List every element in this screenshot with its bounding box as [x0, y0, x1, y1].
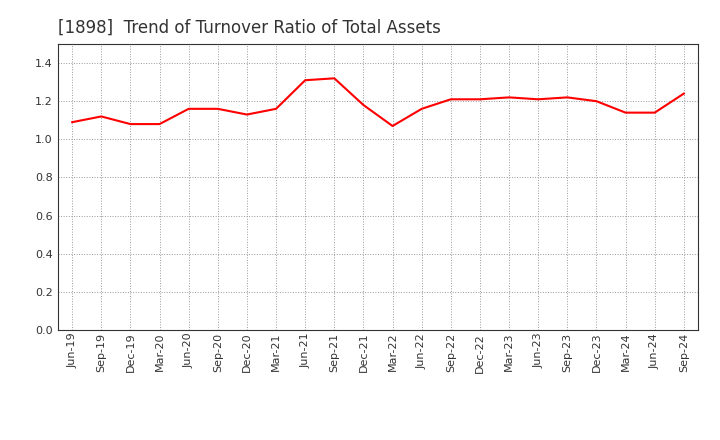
Text: [1898]  Trend of Turnover Ratio of Total Assets: [1898] Trend of Turnover Ratio of Total … — [58, 19, 441, 37]
